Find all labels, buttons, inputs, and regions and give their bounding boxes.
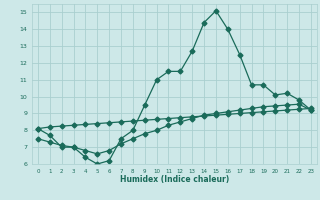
X-axis label: Humidex (Indice chaleur): Humidex (Indice chaleur) — [120, 175, 229, 184]
